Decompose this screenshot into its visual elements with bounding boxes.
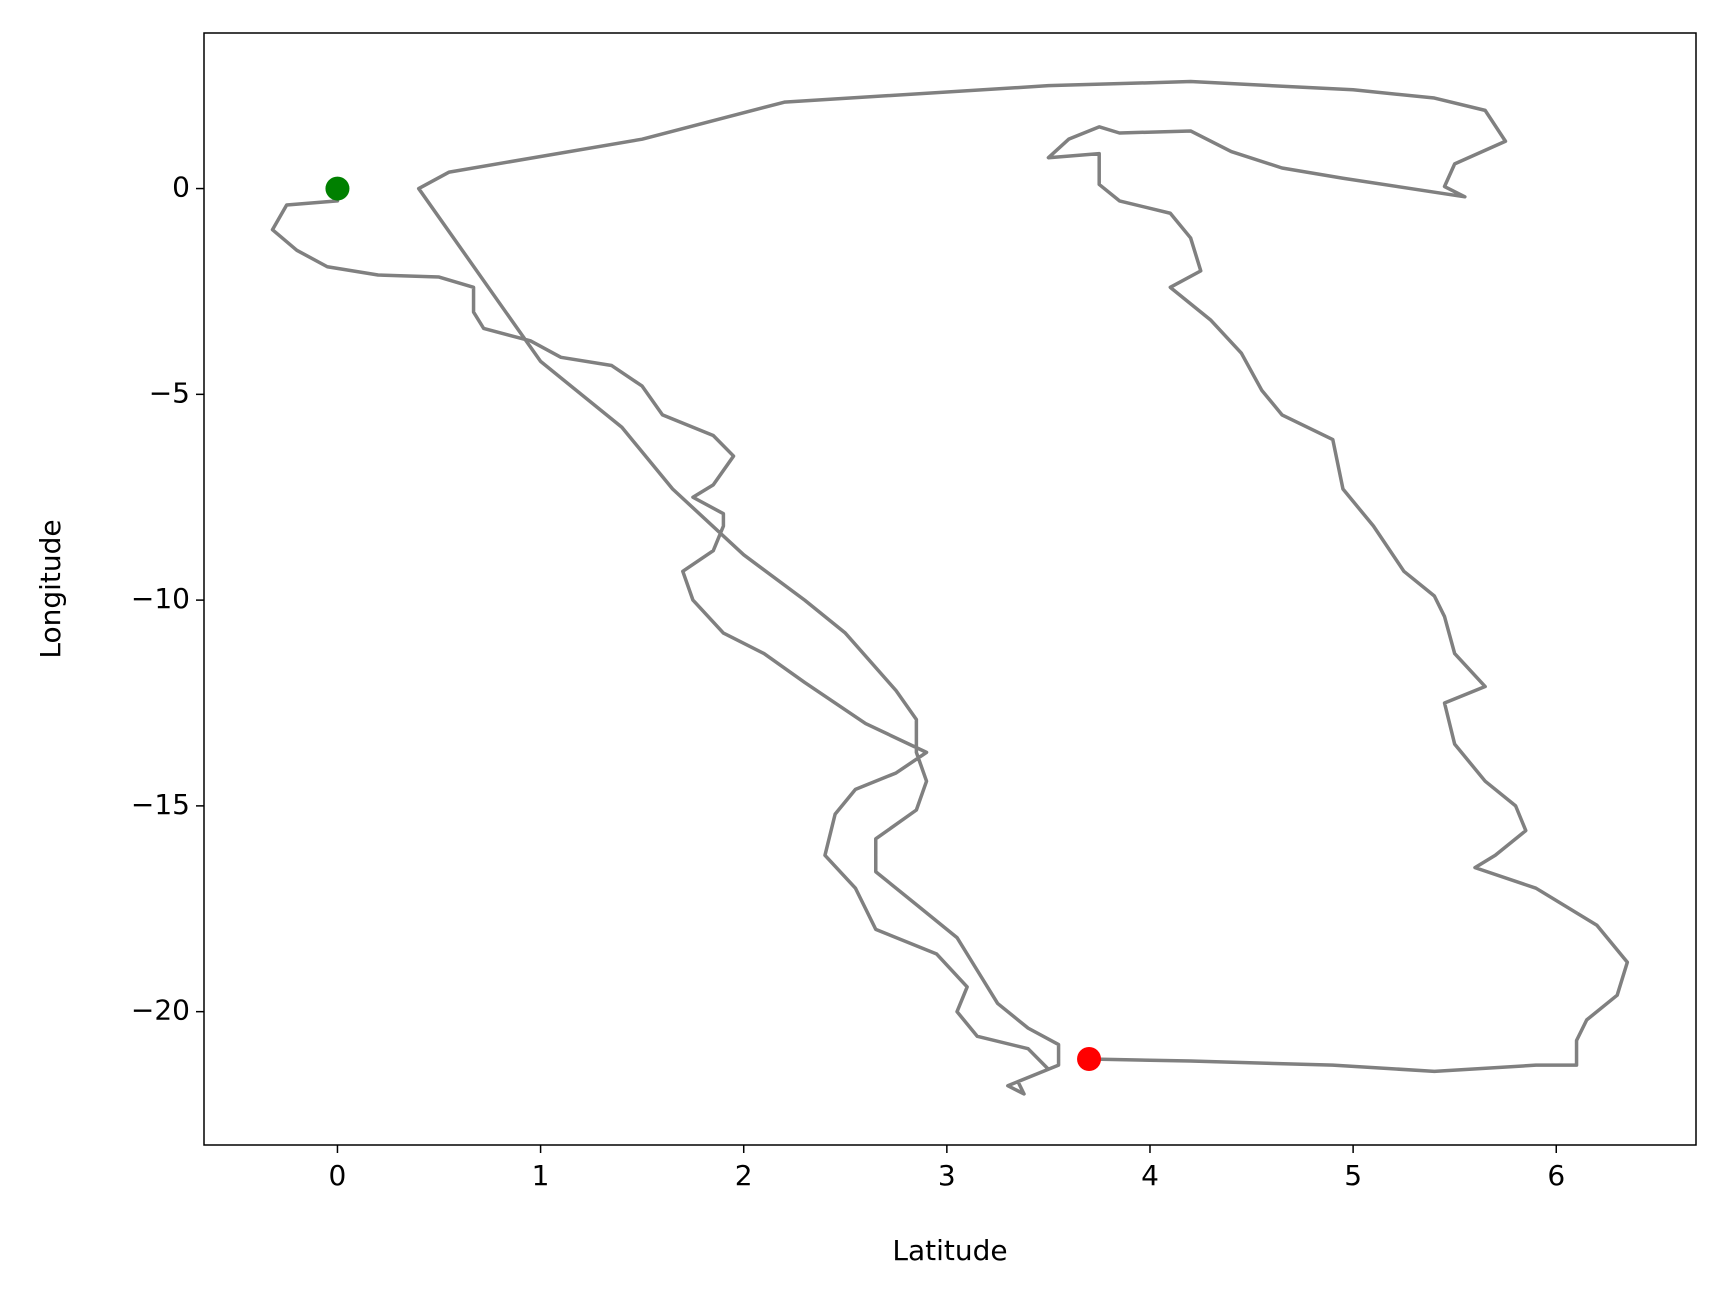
x-tick-label: 1 xyxy=(532,1159,550,1192)
x-tick-label: 4 xyxy=(1141,1159,1159,1192)
y-tick-label: 0 xyxy=(172,171,190,204)
y-tick-label: −20 xyxy=(131,994,190,1027)
x-tick-label: 0 xyxy=(329,1159,347,1192)
y-axis-label: Longitude xyxy=(34,519,67,658)
x-axis-label: Latitude xyxy=(892,1234,1007,1267)
marker-point xyxy=(1077,1046,1102,1071)
plot-frame xyxy=(203,32,1697,1146)
y-tick-label: −10 xyxy=(131,582,190,615)
x-tick-label: 5 xyxy=(1344,1159,1362,1192)
track-line xyxy=(270,79,1630,1096)
x-tick-label: 3 xyxy=(938,1159,956,1192)
x-tick-label: 6 xyxy=(1547,1159,1565,1192)
x-tick-label: 2 xyxy=(735,1159,753,1192)
y-tick-label: −5 xyxy=(149,376,190,409)
marker-point xyxy=(325,176,350,201)
y-tick-label: −15 xyxy=(131,788,190,821)
